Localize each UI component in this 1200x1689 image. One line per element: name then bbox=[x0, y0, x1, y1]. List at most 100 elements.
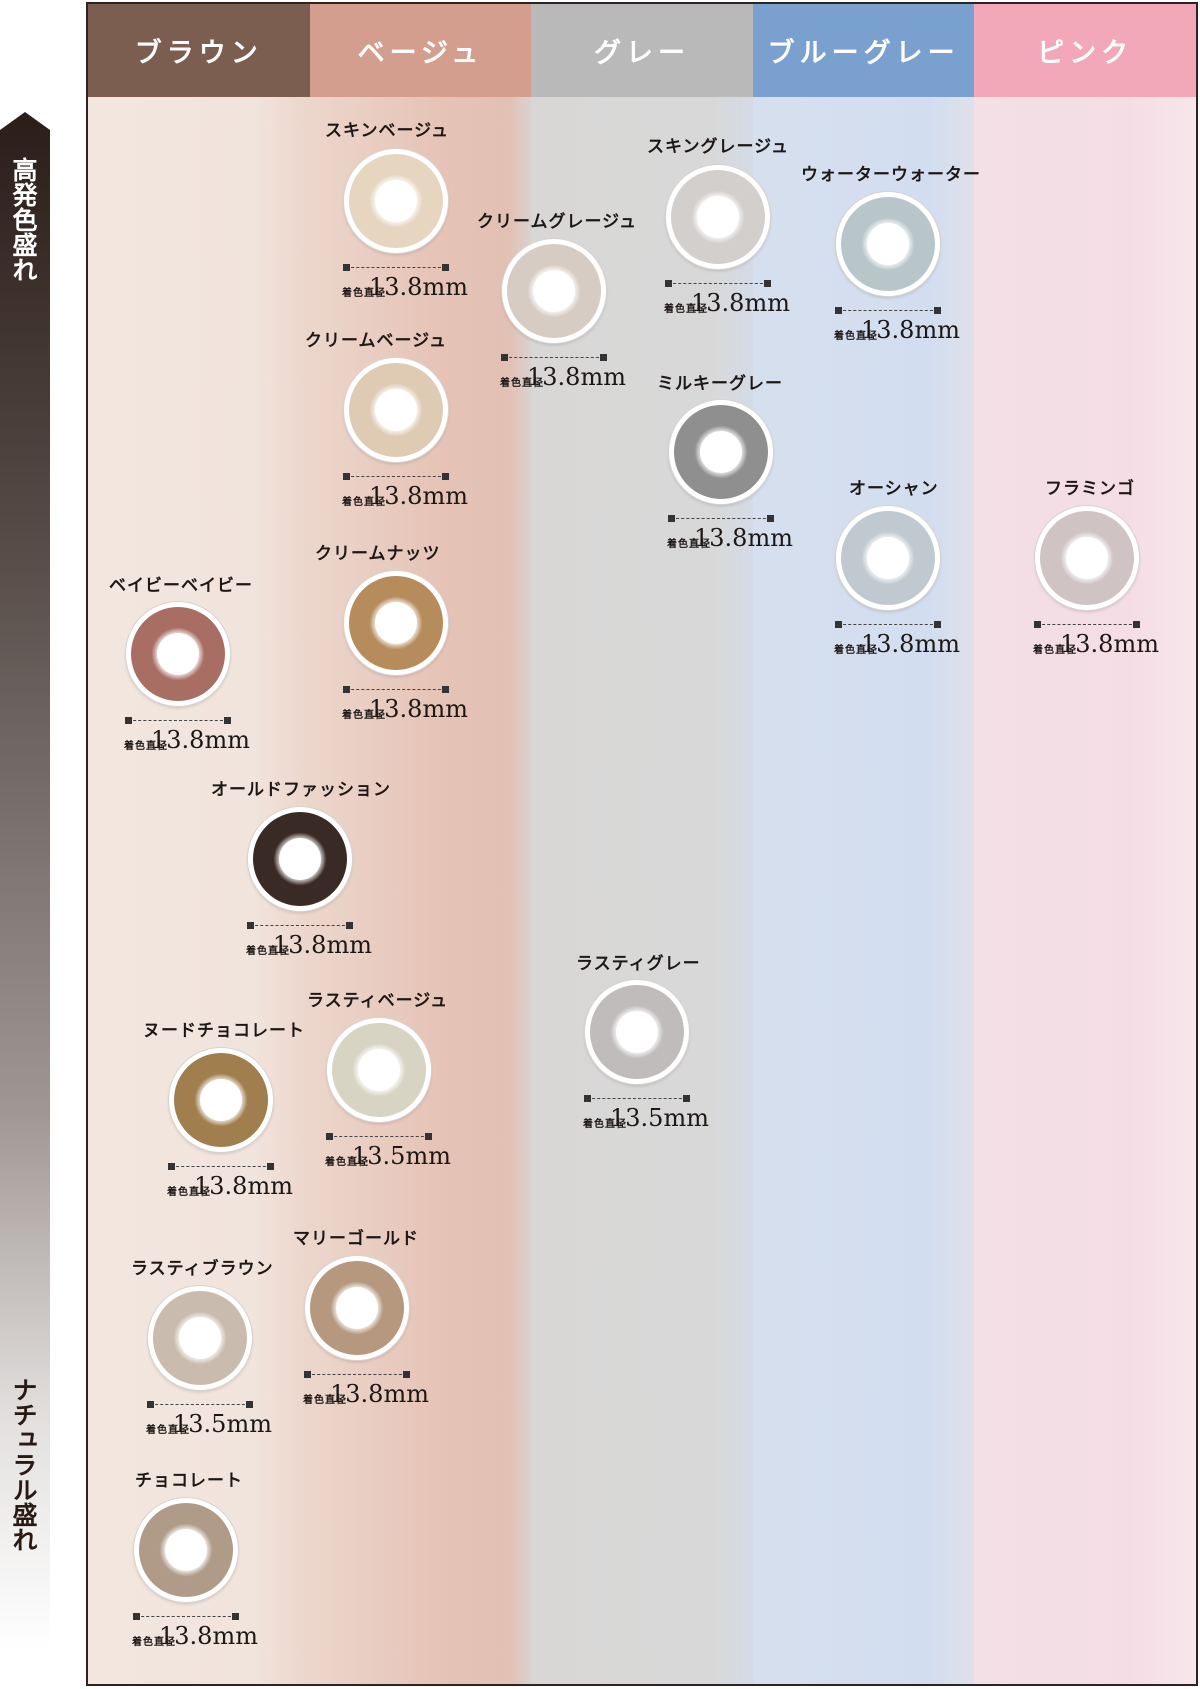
diameter-ruler bbox=[1034, 621, 1140, 633]
lens-image bbox=[126, 602, 230, 706]
column-beige bbox=[309, 97, 532, 1684]
lens-center bbox=[375, 180, 417, 222]
diameter-caption: 着色直径 bbox=[342, 710, 386, 721]
diameter-value: 13.8mm bbox=[369, 695, 468, 723]
diameter-ruler bbox=[343, 473, 449, 485]
diameter-value: 13.8mm bbox=[194, 1172, 293, 1200]
diameter-ruler bbox=[125, 717, 231, 729]
diameter-value: 13.5mm bbox=[173, 1410, 272, 1438]
diameter-ruler bbox=[343, 264, 449, 276]
lens-name: ヌードチョコレート bbox=[143, 1021, 305, 1041]
lens-center bbox=[179, 1317, 221, 1359]
diameter-ruler bbox=[343, 686, 449, 698]
diameter-value: 13.8mm bbox=[691, 289, 790, 317]
diameter-label: 着色直径 13.8mm bbox=[342, 697, 468, 721]
diameter-caption: 着色直径 bbox=[1033, 645, 1077, 656]
header-pink: ピンク bbox=[974, 4, 1196, 97]
diameter-label: 着色直径 13.5mm bbox=[325, 1144, 451, 1168]
lens-iris bbox=[139, 1503, 233, 1597]
diameter-ruler bbox=[668, 515, 774, 527]
column-pink bbox=[974, 97, 1196, 1684]
lens-center bbox=[697, 196, 739, 238]
lens-image bbox=[248, 807, 352, 911]
lens-image bbox=[836, 192, 940, 296]
lens-iris bbox=[841, 197, 935, 291]
lens-image bbox=[344, 149, 448, 253]
diameter-label: 着色直径 13.8mm bbox=[834, 318, 960, 342]
diameter-value: 13.8mm bbox=[861, 630, 960, 658]
lens-image bbox=[666, 165, 770, 269]
diameter-ruler bbox=[168, 1163, 274, 1175]
diameter-label: 着色直径 13.8mm bbox=[500, 365, 626, 389]
axis-bottom-label: ナチュラル盛れ bbox=[9, 1377, 38, 1552]
diameter-value: 13.8mm bbox=[369, 482, 468, 510]
lens-iris bbox=[310, 1261, 404, 1355]
diameter-value: 13.8mm bbox=[527, 363, 626, 391]
axis-gradient-arrow bbox=[0, 112, 50, 1652]
lens-iris bbox=[332, 1023, 426, 1117]
lens-center bbox=[375, 389, 417, 431]
diameter-caption: 着色直径 bbox=[246, 946, 290, 957]
diameter-ruler bbox=[835, 621, 941, 633]
diameter-caption: 着色直径 bbox=[132, 1637, 176, 1648]
lens-name: スキングレージュ bbox=[647, 137, 789, 157]
diameter-label: 着色直径 13.8mm bbox=[664, 291, 790, 315]
lens-name: マリーゴールド bbox=[293, 1229, 419, 1249]
lens-image bbox=[148, 1286, 252, 1390]
diameter-value: 13.8mm bbox=[861, 316, 960, 344]
diameter-value: 13.8mm bbox=[369, 273, 468, 301]
lens-name: スキンベージュ bbox=[325, 121, 449, 141]
diameter-label: 着色直径 13.8mm bbox=[342, 275, 468, 299]
lens-center bbox=[200, 1079, 242, 1121]
lens-image bbox=[134, 1498, 238, 1602]
axis-top-label: 高発色盛れ bbox=[9, 157, 38, 282]
lens-iris bbox=[1040, 511, 1134, 605]
lens-center bbox=[336, 1287, 378, 1329]
lens-image bbox=[585, 980, 689, 1084]
diameter-label: 着色直径 13.8mm bbox=[303, 1382, 429, 1406]
lens-image bbox=[836, 506, 940, 610]
diameter-label: 着色直径 13.8mm bbox=[246, 933, 372, 957]
lens-name: ミルキーグレー bbox=[657, 374, 783, 394]
lens-image bbox=[169, 1048, 273, 1152]
lens-iris bbox=[253, 812, 347, 906]
diameter-ruler bbox=[326, 1133, 432, 1145]
lens-iris bbox=[671, 170, 765, 264]
diameter-caption: 着色直径 bbox=[325, 1157, 369, 1168]
diameter-label: 着色直径 13.8mm bbox=[124, 728, 250, 752]
lens-center bbox=[279, 838, 321, 880]
diameter-value: 13.8mm bbox=[273, 931, 372, 959]
diameter-ruler bbox=[501, 354, 607, 366]
lens-name: ラスティグレー bbox=[576, 954, 701, 974]
lens-center bbox=[533, 270, 575, 312]
lens-iris bbox=[349, 154, 443, 248]
lens-image bbox=[502, 239, 606, 343]
column-gray bbox=[531, 97, 753, 1684]
lens-iris bbox=[349, 576, 443, 670]
header-bluegray: ブルーグレー bbox=[752, 4, 975, 97]
lens-name: クリームナッツ bbox=[315, 544, 441, 564]
diameter-caption: 着色直径 bbox=[834, 331, 878, 342]
lens-iris bbox=[507, 244, 601, 338]
diameter-caption: 着色直径 bbox=[124, 741, 168, 752]
diameter-caption: 着色直径 bbox=[500, 378, 544, 389]
lens-name: フラミンゴ bbox=[1045, 479, 1135, 499]
intensity-axis: 高発色盛れ ナチュラル盛れ bbox=[0, 112, 50, 1652]
diameter-label: 着色直径 13.8mm bbox=[1033, 632, 1159, 656]
diameter-value: 13.8mm bbox=[1060, 630, 1159, 658]
diameter-value: 13.8mm bbox=[151, 726, 250, 754]
diameter-caption: 着色直径 bbox=[146, 1425, 190, 1436]
diameter-ruler bbox=[584, 1095, 690, 1107]
lens-name: クリームグレージュ bbox=[477, 212, 637, 232]
diameter-label: 着色直径 13.8mm bbox=[834, 632, 960, 656]
diameter-caption: 着色直径 bbox=[167, 1187, 211, 1198]
diameter-ruler bbox=[247, 922, 353, 934]
lens-center bbox=[375, 602, 417, 644]
lens-name: ラスティブラウン bbox=[131, 1259, 274, 1279]
diameter-ruler bbox=[147, 1401, 253, 1413]
diameter-ruler bbox=[665, 280, 771, 292]
header-brown: ブラウン bbox=[88, 4, 310, 97]
lens-center bbox=[165, 1529, 207, 1571]
diameter-caption: 着色直径 bbox=[664, 304, 708, 315]
diameter-caption: 着色直径 bbox=[303, 1395, 347, 1406]
